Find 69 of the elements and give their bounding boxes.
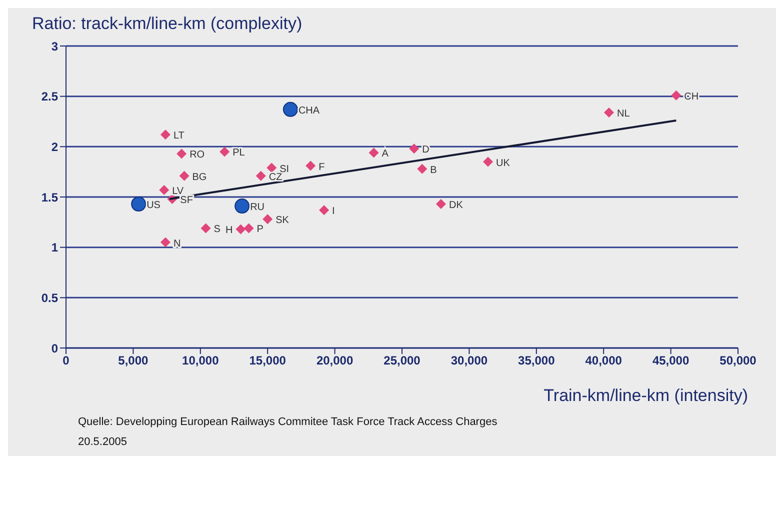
point [159, 184, 170, 195]
point [131, 196, 146, 212]
point [220, 146, 230, 157]
point [266, 162, 277, 173]
annotation: RO [190, 150, 205, 161]
x-tick-label: 35,000 [518, 354, 556, 368]
point [417, 164, 428, 174]
point [200, 223, 211, 234]
point [306, 160, 316, 171]
annotation: RU [250, 202, 265, 214]
annotation: SF [180, 195, 193, 206]
source-note: Quelle: Developping European Railways Commitee Task Force Track Access Charges [78, 416, 498, 428]
y-tick-label: 1 [51, 240, 58, 255]
annotation: LT [173, 130, 184, 142]
y-tick-label: 2.5 [41, 90, 58, 104]
y-tick-label: 1.5 [41, 190, 58, 204]
annotation: PL [232, 148, 246, 159]
x-tick-label: 20,000 [316, 354, 354, 368]
annotation: I [332, 206, 335, 218]
annotation: BG [192, 172, 207, 183]
point [262, 214, 273, 224]
point [368, 148, 379, 158]
x-tick-label: 30,000 [450, 354, 488, 368]
y-axis-title: Ratio: track-km/line-km (complexity) [32, 14, 304, 34]
point [236, 224, 246, 234]
point [409, 144, 420, 154]
y-tick-label: 3 [51, 39, 58, 54]
annotation: D [422, 144, 430, 156]
annotation: H [225, 225, 233, 236]
annotation: CHA [298, 105, 320, 116]
x-tick-label: 10,000 [182, 354, 220, 368]
annotation: US [146, 200, 161, 212]
annotation: N [173, 238, 181, 250]
annotation: DK [448, 200, 464, 212]
point [436, 199, 446, 210]
x-tick-label: 15,000 [249, 354, 286, 368]
point [244, 223, 254, 234]
x-tick-label: 0 [62, 354, 70, 368]
point [234, 198, 250, 214]
point [179, 170, 190, 181]
annotation: A [382, 148, 389, 160]
annotation: S [214, 224, 221, 236]
x-tick-label: 5,000 [118, 354, 149, 368]
point [160, 130, 170, 140]
x-tick-label: 50,000 [720, 354, 757, 368]
x-tick-label: 25,000 [384, 354, 421, 368]
text: 20.5.2005 [78, 436, 128, 448]
x-axis-title: Train-km/line-km (intensity) [542, 386, 748, 406]
annotation: UK [496, 158, 510, 169]
point [604, 107, 614, 118]
point [319, 205, 330, 216]
point [483, 156, 494, 167]
annotation: SK [276, 215, 290, 226]
annotation: P [256, 224, 264, 236]
y-tick-label: 0.5 [41, 290, 58, 305]
annotation: B [430, 164, 438, 176]
point [256, 170, 266, 181]
y-tick-label: 0 [51, 341, 58, 356]
point [160, 237, 170, 248]
point [282, 102, 298, 117]
point [671, 90, 682, 100]
annotation: F [318, 162, 325, 173]
annotation: NL [616, 108, 630, 120]
x-tick-label: 40,000 [585, 354, 622, 368]
y-tick-label: 2 [51, 140, 58, 154]
x-tick-label: 45,000 [652, 354, 690, 368]
point [176, 148, 187, 159]
annotation: CZ [268, 172, 282, 183]
annotation: LV [172, 186, 184, 197]
